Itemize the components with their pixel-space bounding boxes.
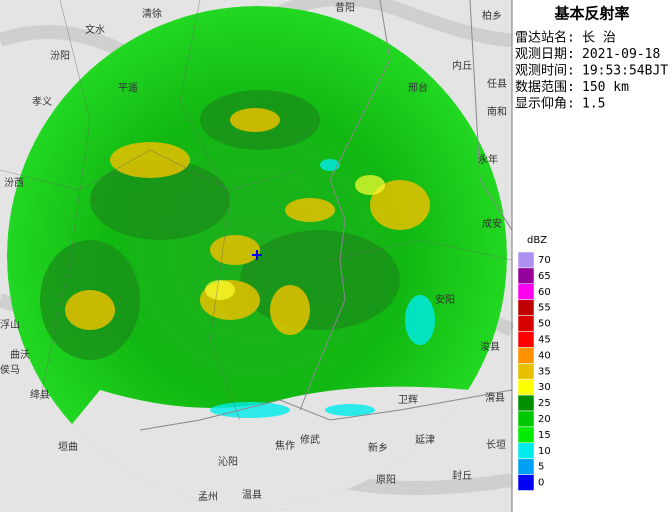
place-label: 永年 (478, 153, 498, 166)
legend-swatch (517, 458, 535, 475)
legend-swatch (517, 394, 535, 412)
info-label: 数据范围: (515, 80, 575, 95)
info-label: 雷达站名: (515, 30, 575, 46)
place-label: 安阳 (435, 293, 455, 306)
info-value: 2021-09-18 (582, 47, 660, 62)
legend-label: 45 (538, 335, 551, 346)
place-label: 绛县 (30, 388, 50, 401)
legend-swatch (517, 251, 535, 269)
place-label: 文水 (85, 23, 105, 36)
info-label: 显示仰角: (515, 97, 575, 112)
place-label: 孟州 (198, 491, 218, 503)
place-label: 垣曲 (58, 441, 78, 453)
legend-label: 0 (538, 478, 544, 489)
place-label: 浮山 (0, 319, 20, 331)
radar-site (252, 250, 262, 260)
place-label: 温县 (242, 489, 262, 501)
legend-label: 20 (538, 414, 551, 425)
info-panel (513, 0, 672, 512)
legend-swatch (517, 426, 535, 444)
legend-swatch (517, 378, 535, 396)
place-label: 南和 (487, 105, 507, 118)
legend-label: 55 (538, 303, 551, 314)
place-label: 曲沃 (10, 349, 30, 361)
place-label: 长垣 (486, 439, 506, 451)
place-label: 平遥 (118, 81, 138, 94)
place-label: 焦作 (275, 439, 295, 452)
place-label: 沁阳 (218, 456, 238, 468)
place-label: 昔阳 (335, 2, 355, 14)
place-label: 内丘 (452, 59, 472, 72)
legend-swatch (517, 347, 535, 364)
legend-label: 15 (538, 430, 551, 441)
place-label: 原阳 (376, 474, 396, 486)
place-label: 清徐 (142, 7, 162, 20)
panel-title: 基本反射率 (553, 5, 629, 23)
legend-label: 40 (538, 350, 551, 361)
county-border (0, 0, 513, 421)
place-label: 修武 (300, 433, 320, 446)
legend-label: 65 (538, 271, 551, 282)
legend-swatch (517, 267, 535, 285)
place-label: 孝义 (32, 96, 52, 108)
place-label: 卫辉 (398, 394, 418, 406)
info-value: 长 治 (582, 31, 616, 46)
province-border (139, 0, 513, 431)
legend-label: 5 (538, 462, 544, 473)
place-label: 汾阳 (50, 50, 70, 62)
place-label: 柏乡 (482, 9, 502, 22)
place-label: 封丘 (452, 469, 472, 482)
place-label: 成安 (482, 217, 502, 230)
place-label: 邢台 (408, 81, 428, 94)
legend-label: 35 (538, 366, 551, 377)
legend-swatch (517, 315, 535, 332)
legend-swatch (517, 283, 535, 300)
legend-label: 70 (538, 255, 551, 266)
info-label: 观测日期: (515, 47, 575, 62)
place-label: 新乡 (368, 441, 388, 454)
place-label: 汾西 (4, 177, 24, 189)
info-value: 1.5 (582, 97, 605, 112)
info-label: 观测时间: (515, 64, 575, 79)
info-value: 150 km (582, 80, 629, 95)
legend-label: 60 (538, 287, 551, 298)
info-value: 19:53:54BJT (582, 64, 668, 79)
legend-label: 50 (538, 319, 551, 330)
legend-label: 10 (538, 446, 551, 457)
place-label: 延津 (415, 434, 435, 446)
legend-swatch (517, 299, 535, 316)
legend-swatch (517, 331, 535, 348)
place-label: 滑县 (485, 392, 505, 404)
legend-unit: dBZ (527, 235, 547, 246)
legend-swatch (517, 442, 535, 459)
legend-label: 25 (538, 398, 551, 409)
place-label: 任县 (487, 77, 507, 90)
legend-label: 30 (538, 382, 551, 393)
place-label: 侯马 (0, 363, 20, 376)
legend-swatch (517, 363, 535, 380)
place-label: 浚县 (480, 340, 500, 353)
legend-swatch (517, 410, 535, 428)
legend-swatch (517, 474, 535, 491)
